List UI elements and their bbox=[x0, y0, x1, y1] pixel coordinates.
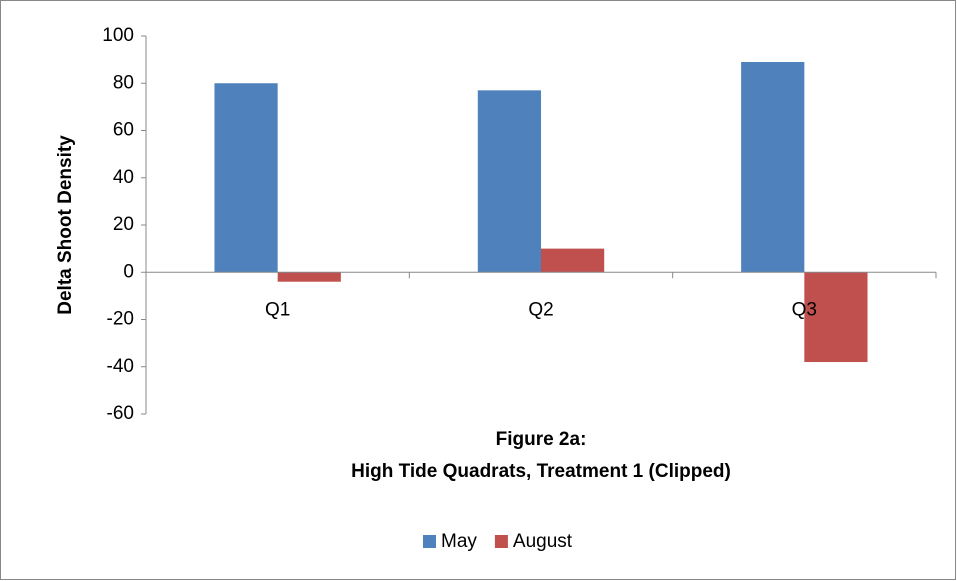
y-axis-label: Delta Shoot Density bbox=[55, 135, 76, 315]
y-tick-label: 60 bbox=[113, 120, 134, 141]
bar bbox=[277, 272, 341, 282]
bar bbox=[477, 90, 541, 273]
y-tick-label: -20 bbox=[107, 309, 134, 330]
y-tick-label: 0 bbox=[123, 261, 134, 282]
y-tick-label: 20 bbox=[113, 214, 134, 235]
y-tick-label: 40 bbox=[113, 167, 134, 188]
chart-title: Figure 2a: bbox=[496, 429, 587, 450]
bar bbox=[214, 83, 278, 273]
y-tick-label: -60 bbox=[107, 403, 134, 424]
y-tick-label: -40 bbox=[107, 356, 134, 377]
bar bbox=[804, 272, 868, 363]
bar bbox=[741, 61, 805, 273]
y-tick-label: 100 bbox=[102, 25, 134, 46]
chart-title: High Tide Quadrats, Treatment 1 (Clipped… bbox=[351, 461, 731, 482]
x-tick-label: Q1 bbox=[265, 299, 290, 320]
legend-label: May bbox=[441, 531, 477, 552]
legend-swatch bbox=[423, 535, 436, 548]
bar bbox=[541, 248, 605, 273]
y-tick-label: 80 bbox=[113, 72, 134, 93]
x-tick-label: Q2 bbox=[528, 299, 553, 320]
legend-label: August bbox=[513, 531, 573, 552]
x-tick-label: Q3 bbox=[792, 299, 817, 320]
legend-swatch bbox=[494, 535, 508, 548]
